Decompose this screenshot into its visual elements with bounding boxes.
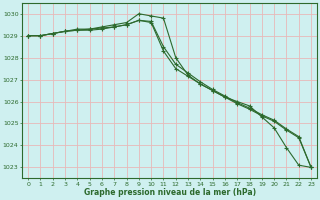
X-axis label: Graphe pression niveau de la mer (hPa): Graphe pression niveau de la mer (hPa) — [84, 188, 256, 197]
